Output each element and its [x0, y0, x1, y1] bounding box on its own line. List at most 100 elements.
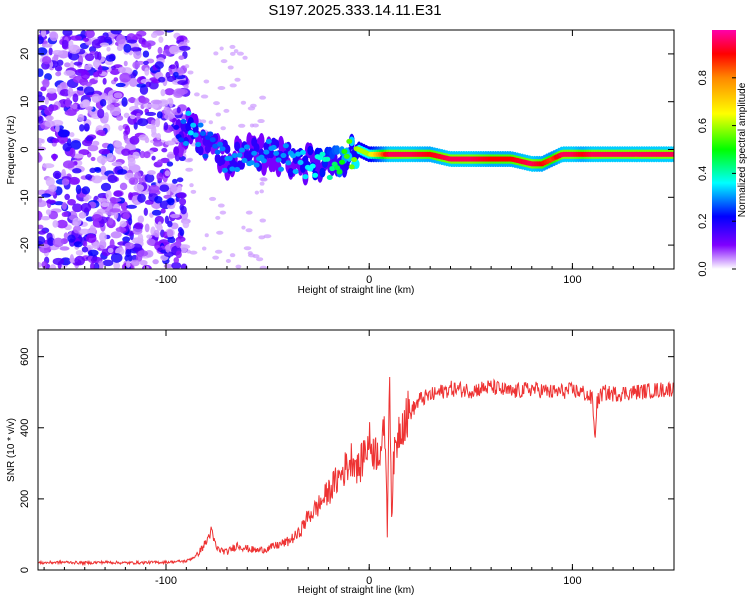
noise-blob — [71, 103, 78, 110]
noise-blob — [117, 66, 126, 74]
noise-blob — [124, 242, 135, 250]
noise-blob — [70, 35, 82, 41]
noise-blob — [56, 59, 64, 66]
noise-blob — [229, 253, 236, 258]
noise-blob — [59, 246, 70, 251]
noise-blob — [105, 189, 112, 200]
noise-blob — [133, 200, 140, 206]
noise-blob — [158, 36, 164, 43]
ridge-segment — [182, 140, 189, 147]
noise-blob — [126, 204, 138, 209]
noise-blob — [38, 36, 44, 45]
spectrogram-xtick-label: -100 — [155, 274, 177, 286]
ridge-segment — [260, 158, 267, 164]
noise-blob — [64, 62, 71, 68]
noise-blob — [94, 167, 102, 173]
noise-blob — [61, 169, 66, 177]
noise-blob — [49, 31, 59, 42]
noise-blob — [219, 46, 224, 51]
noise-blob — [166, 229, 174, 238]
noise-blob — [85, 233, 97, 243]
ridge-segment — [268, 148, 275, 159]
noise-blob — [160, 89, 166, 97]
noise-blob — [178, 155, 186, 162]
noise-blob — [98, 64, 103, 75]
colorbar-ticks: 0.0 0.2 0.4 0.6 0.8 — [697, 70, 736, 277]
noise-blob — [68, 176, 80, 185]
ridge-segment — [290, 153, 297, 159]
noise-blob — [167, 237, 176, 244]
noise-blob — [116, 44, 124, 51]
ridge-segment — [309, 163, 316, 169]
noise-blob — [129, 135, 140, 145]
noise-blob — [121, 97, 128, 107]
noise-blob — [113, 261, 121, 269]
colorbar-tick-label: 0.0 — [697, 261, 709, 276]
noise-blob — [80, 71, 91, 80]
noise-blob — [164, 170, 171, 177]
ridge-segment — [214, 149, 221, 155]
ridge-segment — [209, 137, 216, 143]
noise-blob — [180, 263, 188, 269]
noise-blob — [81, 246, 89, 253]
noise-blob — [157, 159, 164, 165]
noise-blob — [83, 86, 95, 96]
ridge-segment — [348, 164, 355, 170]
colorbar: 0.0 0.2 0.4 0.6 0.8 Normalized spectral ampl… — [697, 30, 748, 277]
noise-blob — [92, 241, 100, 250]
noise-blob — [44, 120, 55, 128]
noise-blob — [74, 255, 86, 266]
noise-blob — [38, 152, 41, 163]
noise-blob — [84, 64, 92, 71]
spectrogram-ytick-label: -10 — [19, 189, 31, 205]
noise-blob — [110, 231, 122, 239]
noise-blob — [259, 181, 265, 186]
noise-blob — [169, 64, 176, 70]
noise-blob — [179, 204, 185, 211]
noise-blob — [150, 99, 163, 105]
ridge-segment — [319, 151, 326, 157]
noise-blob — [143, 103, 154, 108]
noise-blob — [79, 228, 91, 235]
noise-blob — [160, 208, 166, 214]
noise-blob — [91, 175, 103, 184]
noise-blob — [109, 68, 121, 75]
noise-blob — [41, 261, 48, 269]
noise-blob — [47, 237, 55, 247]
noise-blob — [229, 44, 236, 49]
noise-blob — [189, 250, 198, 255]
ridge-segment — [299, 163, 306, 173]
noise-blob — [72, 168, 82, 174]
noise-blob — [109, 196, 117, 203]
noise-blob — [38, 94, 46, 102]
noise-blob — [208, 120, 214, 125]
noise-blob — [220, 59, 228, 64]
noise-blob — [80, 30, 87, 40]
noise-blob — [145, 124, 157, 129]
noise-blob — [90, 262, 95, 269]
noise-blob — [136, 83, 147, 88]
noise-blob — [247, 253, 256, 258]
ridge-segment — [670, 151, 674, 157]
noise-blob — [159, 184, 170, 192]
noise-blob — [115, 82, 126, 88]
noise-blob — [98, 148, 111, 155]
ridge-segment — [341, 148, 348, 155]
noise-blob — [128, 177, 139, 185]
noise-blob — [55, 124, 60, 133]
noise-blob — [175, 250, 182, 259]
noise-blob — [151, 132, 158, 138]
noise-blob — [83, 240, 88, 247]
noise-blob — [59, 88, 71, 97]
noise-blob — [122, 212, 130, 220]
noise-blob — [121, 148, 131, 156]
noise-blob — [72, 75, 85, 84]
noise-blob — [103, 36, 112, 43]
noise-blob — [49, 264, 57, 269]
noise-blob — [137, 193, 146, 203]
noise-blob — [67, 234, 76, 243]
noise-blob — [77, 113, 85, 122]
noise-blob — [203, 79, 210, 84]
noise-blob — [235, 264, 242, 269]
noise-blob — [132, 61, 141, 69]
